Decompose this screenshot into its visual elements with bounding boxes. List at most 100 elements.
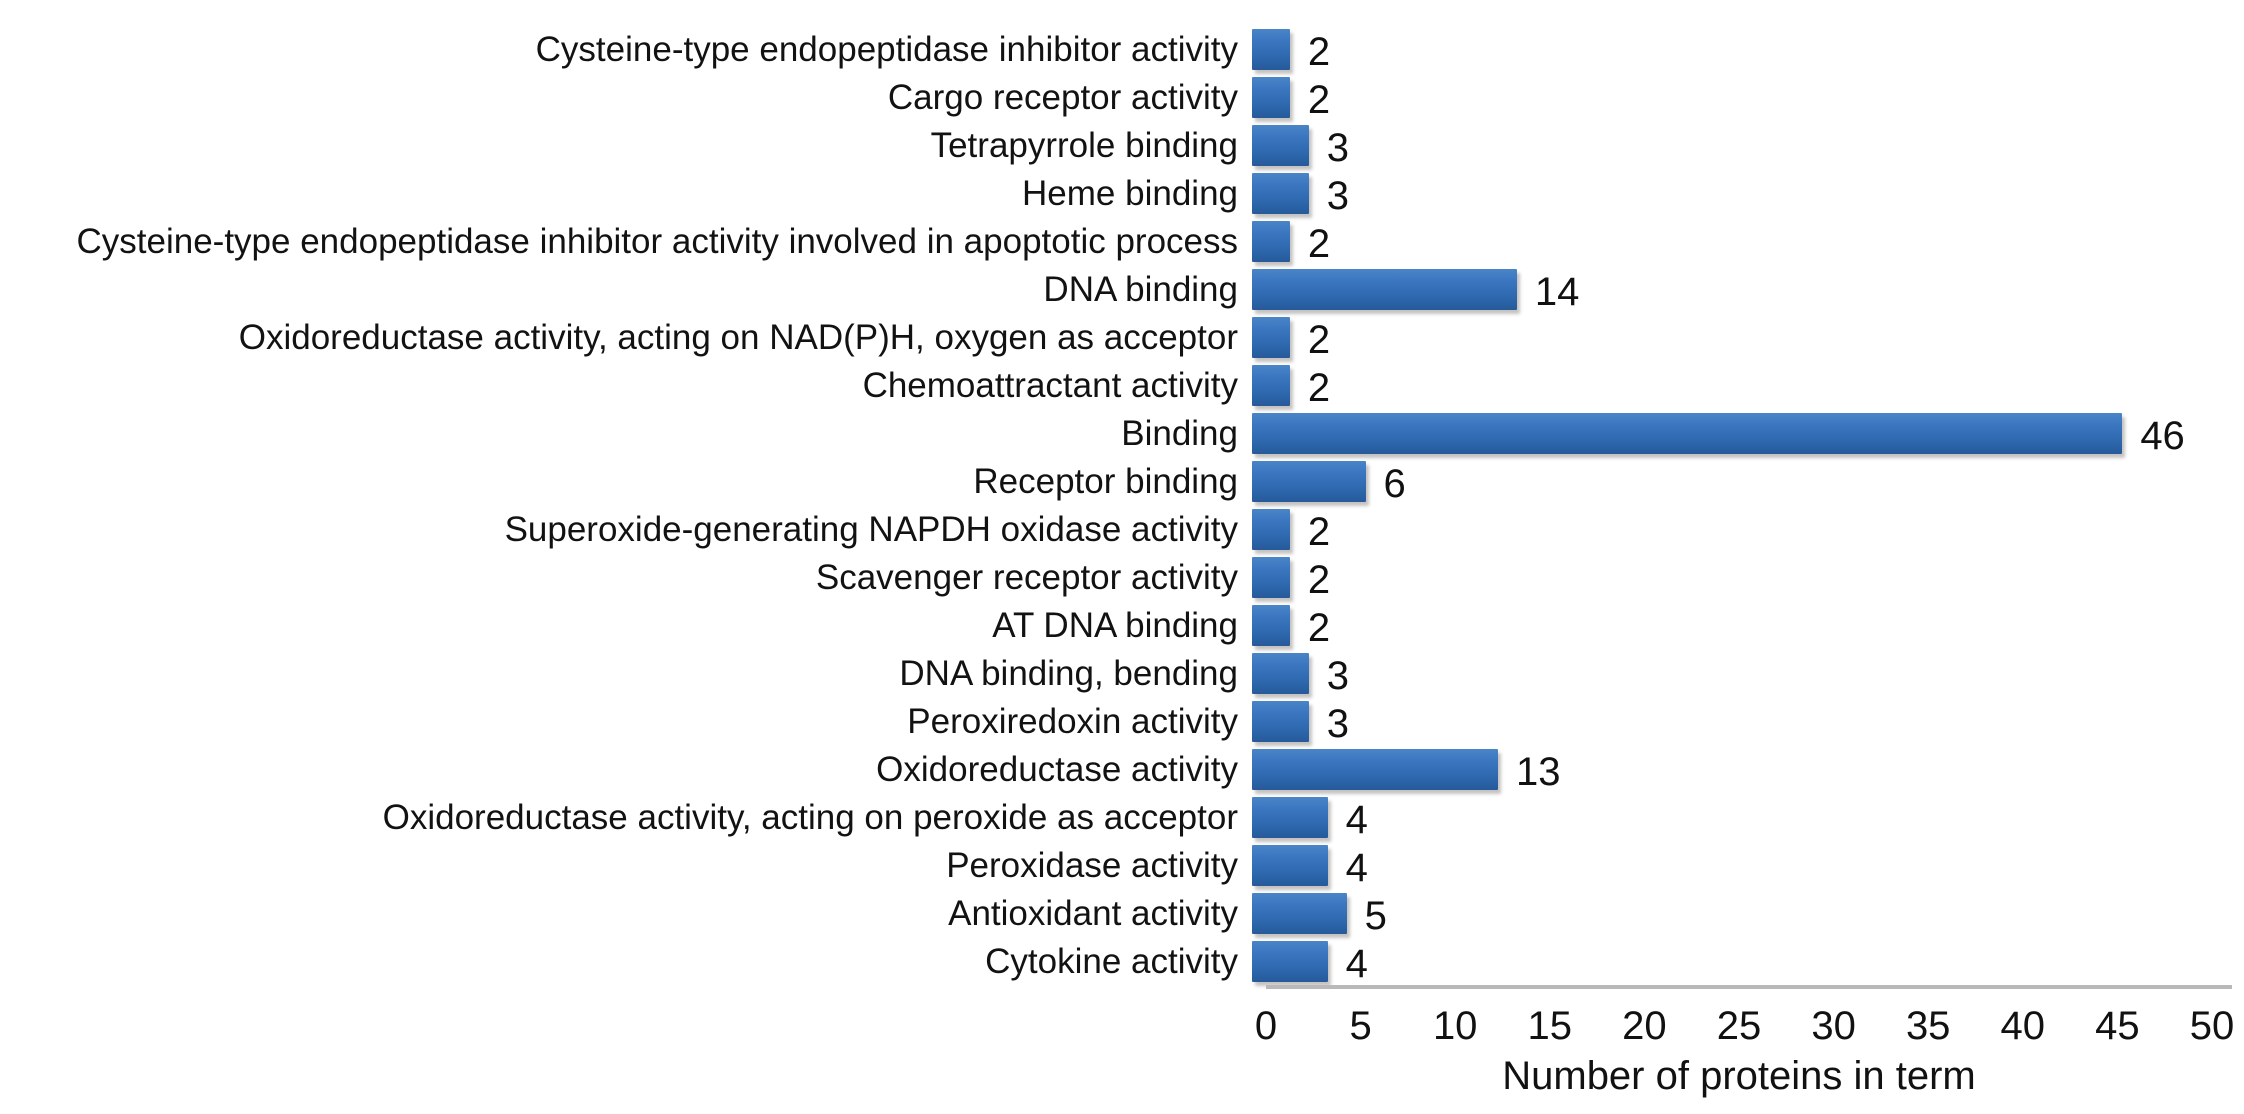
- x-tick-label: 10: [1432, 1004, 1478, 1048]
- bar: [1252, 172, 1309, 214]
- category-label: Tetrapyrrole binding: [930, 125, 1238, 165]
- value-label: 4: [1345, 798, 1368, 842]
- category-label: Peroxidase activity: [946, 845, 1238, 885]
- value-label: 46: [2140, 414, 2185, 458]
- bar-track: 13: [1252, 745, 2198, 793]
- bar-track: 46: [1252, 409, 2198, 457]
- bar: [1252, 892, 1347, 934]
- value-label: 5: [1364, 894, 1387, 938]
- bar-track: 2: [1252, 217, 2198, 265]
- category-label: Scavenger receptor activity: [815, 557, 1238, 597]
- value-label: 3: [1326, 174, 1349, 218]
- bar-track: 3: [1252, 649, 2198, 697]
- bar-row: Heme binding 3: [0, 169, 2244, 217]
- value-label: 3: [1326, 654, 1349, 698]
- bar: [1252, 220, 1290, 262]
- bar-track: 6: [1252, 457, 2198, 505]
- value-label: 2: [1307, 510, 1331, 554]
- x-axis-line: [1266, 985, 2232, 989]
- bar: [1252, 364, 1290, 406]
- x-tick-label: 35: [1905, 1004, 1951, 1048]
- category-label: Superoxide-generating NAPDH oxidase acti…: [504, 509, 1238, 549]
- value-label: 2: [1307, 366, 1331, 410]
- bar-row: Binding 46: [0, 409, 2244, 457]
- bar-row: Oxidoreductase activity, acting on perox…: [0, 793, 2244, 841]
- bar-row: Peroxidase activity 4: [0, 841, 2244, 889]
- bar-row: DNA binding, bending 3: [0, 649, 2244, 697]
- x-tick-label: 40: [2000, 1004, 2046, 1048]
- bar-track: 2: [1252, 313, 2198, 361]
- bar-track: 2: [1252, 553, 2198, 601]
- bar-track: 4: [1252, 793, 2198, 841]
- value-label: 2: [1307, 222, 1331, 266]
- bar: [1252, 796, 1328, 838]
- bar-row: Antioxidant activity 5: [0, 889, 2244, 937]
- x-tick-label: 0: [1254, 1004, 1278, 1048]
- x-tick-label: 5: [1349, 1004, 1372, 1048]
- bar: [1252, 412, 2123, 454]
- x-tick-label: 15: [1527, 1004, 1573, 1048]
- value-label: 3: [1326, 126, 1349, 170]
- category-label: Oxidoreductase activity, acting on perox…: [382, 797, 1238, 837]
- bar: [1252, 940, 1328, 982]
- bar-row: Tetrapyrrole binding 3: [0, 121, 2244, 169]
- bar-row: Cysteine-type endopeptidase inhibitor ac…: [0, 25, 2244, 73]
- bar-track: 3: [1252, 697, 2198, 745]
- bar-row: Cargo receptor activity 2: [0, 73, 2244, 121]
- x-tick-label: 20: [1622, 1004, 1667, 1048]
- bar-track: 2: [1252, 601, 2198, 649]
- category-label: Binding: [1121, 413, 1238, 453]
- value-label: 2: [1307, 558, 1331, 602]
- bar-row: Oxidoreductase activity 13: [0, 745, 2244, 793]
- bar-row: Oxidoreductase activity, acting on NAD(P…: [0, 313, 2244, 361]
- bar-row: Chemoattractant activity 2: [0, 361, 2244, 409]
- category-label: Peroxiredoxin activity: [907, 701, 1238, 741]
- bar-row: Scavenger receptor activity 2: [0, 553, 2244, 601]
- bar: [1252, 508, 1290, 550]
- bar: [1252, 700, 1309, 742]
- bar-track: 3: [1252, 169, 2198, 217]
- category-label: Receptor binding: [973, 461, 1238, 501]
- bar-row: DNA binding 14: [0, 265, 2244, 313]
- bar: [1252, 556, 1290, 598]
- value-label: 2: [1307, 78, 1331, 122]
- x-axis-title: Number of proteins in term: [1502, 1054, 1976, 1098]
- bar: [1252, 652, 1309, 694]
- x-tick-label: 50: [2189, 1004, 2235, 1048]
- category-label: DNA binding: [1043, 269, 1238, 309]
- bar-track: 4: [1252, 841, 2198, 889]
- bar-track: 2: [1252, 361, 2198, 409]
- bar: [1252, 844, 1328, 886]
- category-label: DNA binding, bending: [899, 653, 1238, 693]
- bar: [1252, 76, 1290, 118]
- bar-row: Receptor binding 6: [0, 457, 2244, 505]
- value-label: 13: [1515, 750, 1561, 794]
- x-tick-label: 30: [1811, 1004, 1856, 1048]
- value-label: 2: [1307, 30, 1331, 74]
- bar-track: 14: [1252, 265, 2198, 313]
- bar: [1252, 604, 1290, 646]
- bar: [1252, 124, 1309, 166]
- category-label: Cysteine-type endopeptidase inhibitor ac…: [535, 29, 1238, 69]
- bar-rows: Cysteine-type endopeptidase inhibitor ac…: [0, 25, 2244, 985]
- bar: [1252, 748, 1498, 790]
- category-label: Heme binding: [1022, 173, 1238, 213]
- x-tick-label: 45: [2095, 1004, 2140, 1048]
- bar-track: 4: [1252, 937, 2198, 985]
- category-label: Cargo receptor activity: [887, 77, 1238, 117]
- category-label: Cysteine-type endopeptidase inhibitor ac…: [76, 221, 1239, 261]
- category-label: Oxidoreductase activity: [876, 749, 1238, 789]
- bar-track: 5: [1252, 889, 2198, 937]
- category-label: AT DNA binding: [992, 605, 1238, 645]
- bar-track: 2: [1252, 505, 2198, 553]
- value-label: 4: [1345, 846, 1368, 890]
- category-label: Cytokine activity: [985, 941, 1238, 981]
- bar-track: 3: [1252, 121, 2198, 169]
- category-label: Chemoattractant activity: [862, 365, 1238, 405]
- bar-row: Peroxiredoxin activity 3: [0, 697, 2244, 745]
- bar-row: Superoxide-generating NAPDH oxidase acti…: [0, 505, 2244, 553]
- x-axis-ticks: 0 5 10 15 20 25 30 35 40 45 50: [1255, 1004, 2234, 1052]
- bar-row: AT DNA binding 2: [0, 601, 2244, 649]
- x-tick-label: 25: [1716, 1004, 1762, 1048]
